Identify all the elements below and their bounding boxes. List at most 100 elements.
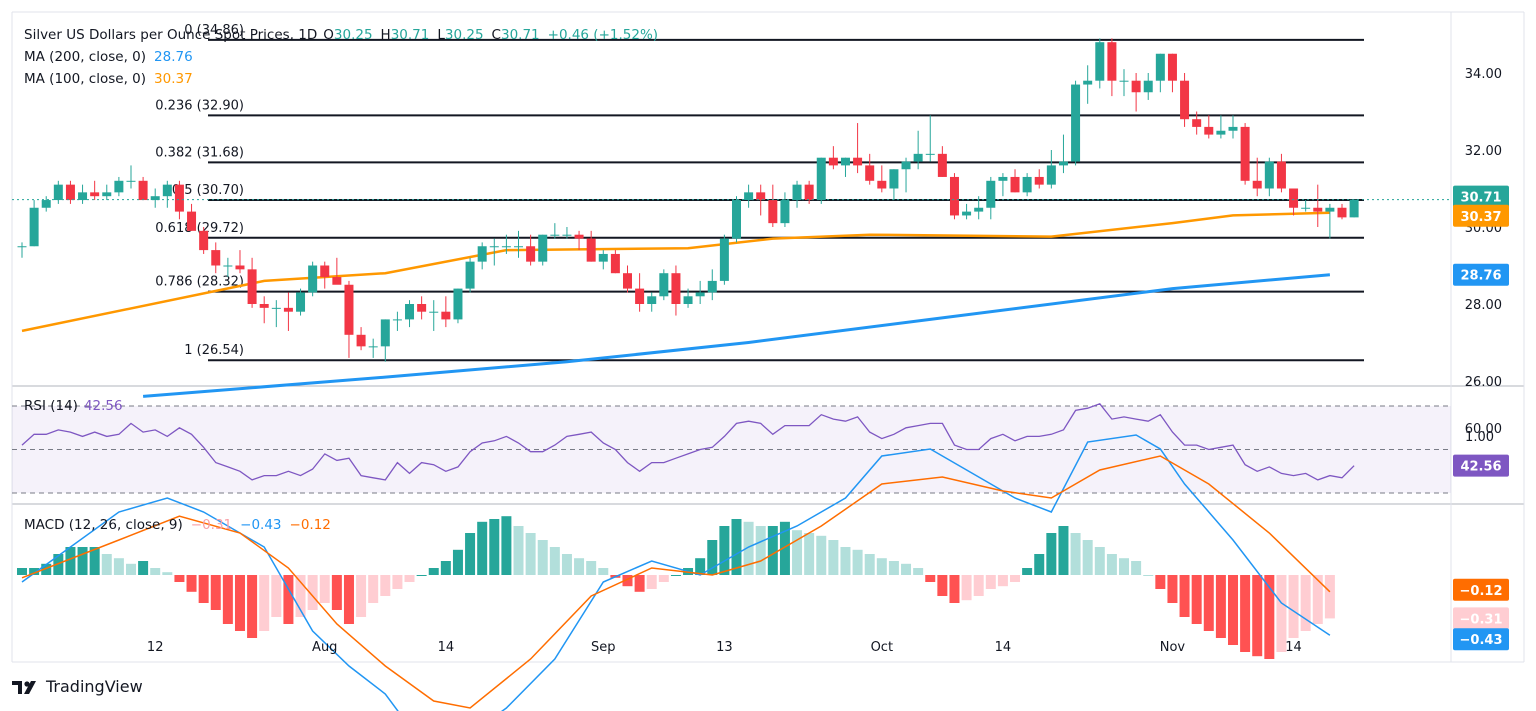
brand-name: TradingView	[46, 677, 143, 696]
candle-body	[320, 265, 330, 278]
macd-histogram-bar	[501, 516, 512, 575]
macd-histogram-bar	[646, 575, 657, 589]
macd-histogram-bar	[319, 575, 330, 603]
macd-histogram-bar	[707, 540, 718, 575]
macd-histogram-bar	[1312, 575, 1323, 624]
candle-body	[986, 180, 996, 208]
legend-macd-hist: −0.31	[191, 517, 232, 533]
candle-body	[707, 280, 717, 293]
ma200-line	[142, 273, 1331, 398]
candle-body	[574, 234, 584, 239]
candle-body	[296, 292, 306, 312]
price-tag-0-bg	[1453, 185, 1509, 208]
macd-histogram-bar	[997, 575, 1008, 587]
macd-histogram-bar	[29, 568, 40, 575]
macd-histogram-bar	[1252, 575, 1263, 657]
legend-open: 30.25	[334, 27, 373, 43]
candle-body	[804, 184, 814, 201]
macd-histogram-bar	[295, 575, 306, 617]
candle-body	[501, 246, 511, 248]
fib-label-0.382: 0.382 (31.68)	[155, 145, 244, 160]
macd-histogram-bar	[1179, 575, 1190, 617]
time-axis: 12 Aug 14 Sep 13 Oct 14 Nov 14	[147, 640, 1302, 655]
candle-body	[647, 296, 657, 304]
candle-body	[1046, 165, 1056, 185]
macd-histogram-bar	[489, 519, 500, 575]
rsi-axis-tick: 60.00	[1465, 422, 1502, 437]
candle-body	[477, 246, 487, 262]
macd-histogram-bar	[210, 575, 221, 610]
candle-body	[1228, 126, 1238, 131]
legend-rsi-label: RSI (14)	[24, 398, 78, 414]
macd-histogram-bar	[247, 575, 258, 638]
candle-body	[937, 153, 947, 177]
candle-body	[489, 246, 499, 248]
candle-body	[174, 184, 184, 212]
macd-histogram-bar	[719, 526, 730, 575]
macd-histogram-bar	[1155, 575, 1166, 589]
legend-close-label: C	[492, 27, 501, 43]
candle-body	[332, 277, 342, 285]
macd-histogram-bar	[416, 575, 427, 576]
macd-histogram-bar	[937, 575, 948, 596]
macd-histogram-bar	[465, 533, 476, 575]
macd-histogram-bar	[901, 563, 912, 575]
macd-line	[21, 434, 1331, 711]
fib-label-0.618: 0.618 (29.72)	[155, 221, 244, 236]
macd-histogram-bar	[925, 575, 936, 582]
tradingview-logo[interactable]: TradingView	[12, 677, 143, 696]
macd-histogram-bar	[840, 547, 851, 575]
price-tag-1: 30.37	[1460, 210, 1501, 225]
macd-histogram-bar	[1106, 554, 1117, 575]
macd-histogram-bar	[598, 568, 609, 575]
candle-body	[780, 200, 790, 224]
macd-histogram-bar	[392, 575, 403, 589]
price-axis-tick: 34.00	[1465, 67, 1502, 82]
candle-body	[211, 250, 221, 266]
price-tag-2-bg	[1453, 263, 1509, 286]
candle-body	[744, 192, 754, 201]
macd-histogram-bar	[913, 568, 924, 575]
legend-ma100-value: 30.37	[154, 71, 193, 87]
candle-body	[719, 238, 729, 281]
macd-histogram-bar	[1288, 575, 1299, 638]
candle-body	[1058, 161, 1068, 166]
macd-histogram-bar	[53, 554, 64, 575]
candle-body	[562, 234, 572, 236]
candle-body	[949, 176, 959, 216]
macd-tag-0-bg	[1453, 578, 1509, 601]
legend-ma100-label: MA (100, close, 0)	[24, 71, 146, 87]
candle-body	[405, 304, 415, 320]
candle-body	[550, 234, 560, 236]
candle-body	[1034, 176, 1044, 185]
candle-body	[1301, 207, 1311, 209]
macd-histogram-bar	[17, 568, 27, 575]
macd-histogram-bar	[1070, 533, 1081, 575]
candle-body	[344, 284, 354, 335]
legend-macd-label: MACD (12, 26, close, 9)	[24, 517, 183, 533]
candle-body	[90, 192, 100, 197]
candle-body	[102, 192, 112, 197]
macd-histogram-bar	[1240, 575, 1251, 652]
macd-histogram-bar	[307, 575, 318, 610]
candle-body	[865, 165, 875, 181]
macd-histogram-bar	[549, 547, 560, 575]
macd-histogram-bar	[174, 575, 185, 582]
candle-body	[1143, 80, 1153, 93]
candle-body	[41, 200, 51, 208]
candle-body	[247, 269, 257, 304]
candle-body	[126, 180, 136, 182]
macd-histogram-bar	[767, 526, 778, 575]
candle-body	[913, 153, 923, 162]
fibonacci-levels: 0 (34.86) 0.236 (32.90) 0.382 (31.68) 0.5 (…	[155, 23, 1364, 362]
candle-body	[1216, 130, 1226, 135]
candle-body	[308, 265, 318, 293]
candle-body	[1155, 53, 1165, 81]
macd-histogram-bar	[561, 554, 572, 575]
price-axis-tick: 32.00	[1465, 144, 1502, 159]
candle-body	[29, 207, 39, 247]
macd-histogram-bar	[1167, 575, 1178, 603]
legend-open-label: O	[323, 27, 334, 43]
macd-histogram-bar	[77, 547, 88, 575]
